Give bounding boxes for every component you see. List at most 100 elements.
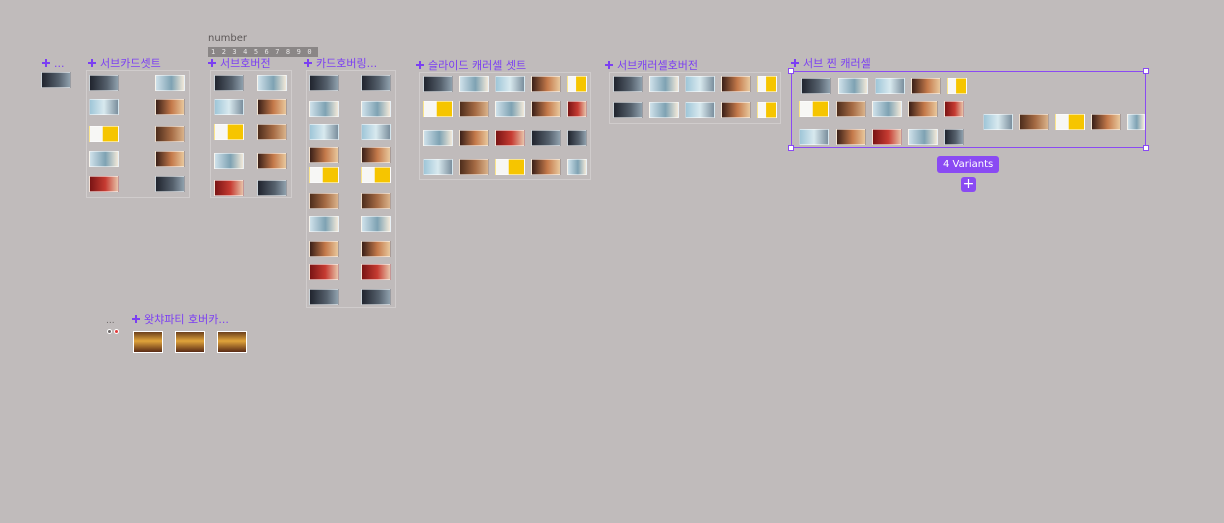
variants-badge[interactable]: 4 Variants (937, 156, 1000, 173)
thumbnail[interactable] (309, 147, 339, 163)
hidden-layer-label[interactable]: ... (106, 316, 115, 326)
frame-label-slide-carousel-set[interactable]: 슬라이드 캐러셀 셋트 (416, 60, 526, 72)
number-component-label[interactable]: number (208, 33, 248, 44)
thumbnail[interactable] (361, 75, 391, 91)
thumbnail[interactable] (257, 75, 287, 91)
thumbnail[interactable] (361, 193, 391, 209)
thumbnail[interactable] (309, 289, 339, 305)
thumbnail[interactable] (983, 114, 1013, 130)
thumbnail[interactable] (567, 130, 587, 146)
thumbnail[interactable] (309, 193, 339, 209)
plus-icon[interactable]: + (961, 176, 976, 192)
thumbnail[interactable] (495, 159, 525, 175)
thumbnail[interactable] (799, 101, 829, 117)
thumbnail[interactable] (911, 78, 941, 94)
thumbnail[interactable] (799, 129, 829, 145)
thumbnail[interactable] (613, 102, 643, 118)
thumbnail[interactable] (459, 76, 489, 92)
frame-label-small-component[interactable]: ... (42, 58, 65, 70)
thumbnail[interactable] (133, 331, 163, 353)
thumbnail[interactable] (361, 216, 391, 232)
thumbnail[interactable] (257, 99, 287, 115)
thumbnail[interactable] (257, 180, 287, 196)
thumbnail[interactable] (531, 101, 561, 117)
thumbnail[interactable] (309, 216, 339, 232)
thumbnail[interactable] (214, 124, 244, 140)
thumbnail[interactable] (214, 75, 244, 91)
thumbnail[interactable] (361, 167, 391, 183)
thumbnail[interactable] (685, 76, 715, 92)
thumbnail[interactable] (836, 101, 866, 117)
resize-handle-bottom-right[interactable] (1143, 145, 1149, 151)
thumbnail[interactable] (721, 76, 751, 92)
thumbnail[interactable] (89, 126, 119, 142)
thumbnail[interactable] (836, 129, 866, 145)
thumbnail[interactable] (361, 124, 391, 140)
frame-label-sub-carousel-hover-version[interactable]: 서브캐러셀호버전 (605, 60, 698, 72)
thumbnail[interactable] (257, 124, 287, 140)
thumbnail[interactable] (1019, 114, 1049, 130)
thumbnail[interactable] (944, 101, 964, 117)
thumbnail[interactable] (649, 102, 679, 118)
thumbnail[interactable] (361, 264, 391, 280)
thumbnail[interactable] (155, 151, 185, 167)
thumbnail[interactable] (495, 130, 525, 146)
frame-sub-carousel-hover-version[interactable] (609, 72, 781, 124)
frame-label-watcha-party-hover[interactable]: 왓챠파티 호버카... (132, 314, 229, 326)
thumbnail[interactable] (423, 130, 453, 146)
thumbnail[interactable] (155, 176, 185, 192)
thumbnail[interactable] (1091, 114, 1121, 130)
thumbnail[interactable] (613, 76, 643, 92)
thumbnail[interactable] (155, 75, 185, 91)
frame-label-card-hovering[interactable]: 카드호버링... (304, 58, 377, 70)
thumbnail[interactable] (908, 101, 938, 117)
thumbnail[interactable] (214, 153, 244, 169)
thumbnail[interactable] (423, 76, 453, 92)
thumbnail[interactable] (89, 99, 119, 115)
thumbnail[interactable] (567, 101, 587, 117)
thumbnail[interactable] (89, 176, 119, 192)
thumbnail[interactable] (944, 129, 964, 145)
thumbnail[interactable] (649, 76, 679, 92)
thumbnail[interactable] (309, 101, 339, 117)
resize-handle-bottom-left[interactable] (788, 145, 794, 151)
thumbnail[interactable] (175, 331, 205, 353)
thumbnail[interactable] (361, 101, 391, 117)
small-indicator-icons[interactable] (107, 328, 121, 336)
resize-handle-top-right[interactable] (1143, 68, 1149, 74)
thumbnail[interactable] (908, 129, 938, 145)
resize-handle-top-left[interactable] (788, 68, 794, 74)
thumbnail[interactable] (875, 78, 905, 94)
number-component[interactable]: 1 2 3 4 5 6 7 8 9 0 (208, 47, 318, 57)
thumbnail[interactable] (495, 76, 525, 92)
thumbnail[interactable] (459, 101, 489, 117)
frame-card-hovering[interactable] (306, 70, 396, 308)
thumbnail[interactable] (361, 241, 391, 257)
thumbnail[interactable] (757, 102, 777, 118)
selected-component-set[interactable] (791, 71, 1146, 148)
thumbnail[interactable] (217, 331, 247, 353)
thumbnail[interactable] (41, 72, 71, 88)
thumbnail[interactable] (685, 102, 715, 118)
thumbnail[interactable] (309, 167, 339, 183)
thumbnail[interactable] (801, 78, 831, 94)
frame-sub-card-set[interactable] (86, 70, 190, 198)
thumbnail[interactable] (309, 241, 339, 257)
thumbnail[interactable] (567, 76, 587, 92)
thumbnail[interactable] (89, 151, 119, 167)
frame-slide-carousel-set[interactable] (419, 72, 591, 180)
thumbnail[interactable] (257, 153, 287, 169)
thumbnail[interactable] (423, 101, 453, 117)
thumbnail[interactable] (423, 159, 453, 175)
thumbnail[interactable] (495, 101, 525, 117)
thumbnail[interactable] (872, 129, 902, 145)
thumbnail[interactable] (155, 126, 185, 142)
thumbnail[interactable] (1127, 114, 1145, 130)
frame-label-sub-pin-carousel[interactable]: 서브 찐 캐러셀 (791, 58, 871, 70)
thumbnail[interactable] (361, 289, 391, 305)
thumbnail[interactable] (361, 147, 391, 163)
thumbnail[interactable] (309, 124, 339, 140)
thumbnail[interactable] (872, 101, 902, 117)
thumbnail[interactable] (947, 78, 967, 94)
thumbnail[interactable] (459, 130, 489, 146)
